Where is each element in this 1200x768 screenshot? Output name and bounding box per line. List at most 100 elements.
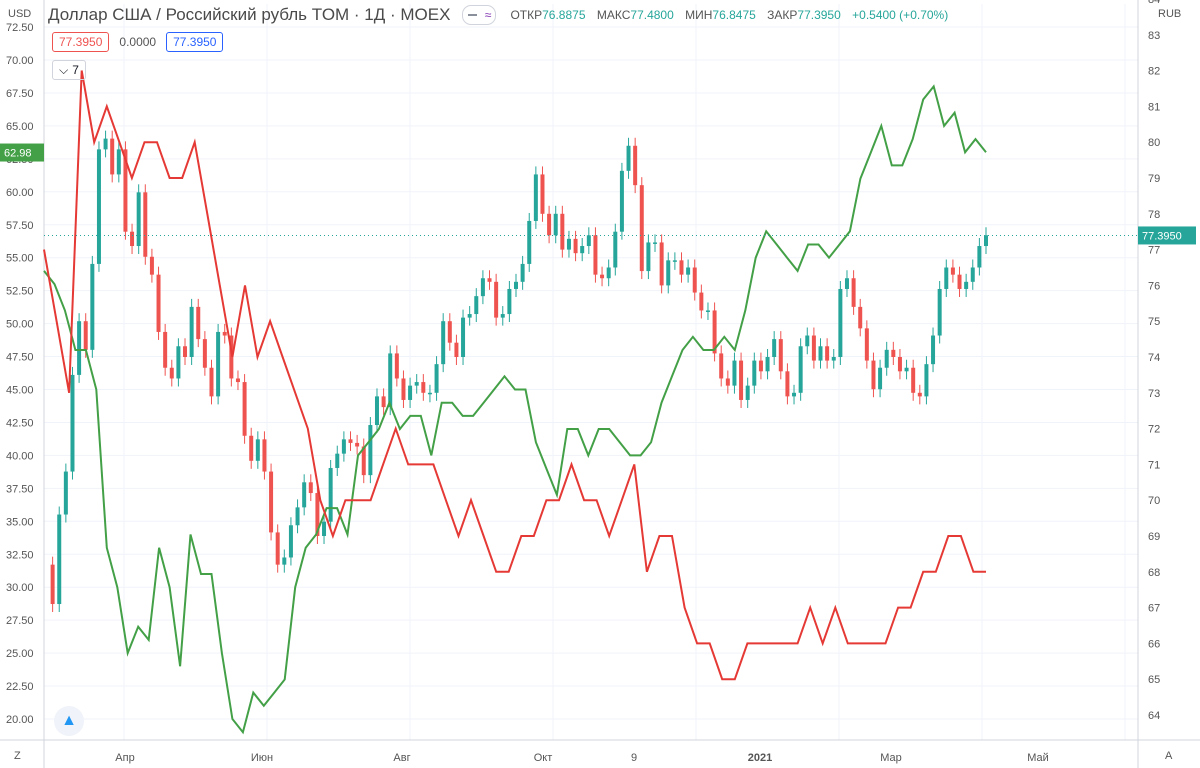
candle-body [792, 392, 797, 397]
left-tick-label: 65.00 [6, 121, 34, 133]
right-tick-label: 70 [1148, 495, 1160, 507]
candle-body [130, 231, 135, 247]
left-tick-label: 42.50 [6, 417, 34, 429]
time-tick-label: Апр [115, 752, 134, 764]
right-tick-label: 82 [1148, 66, 1160, 78]
candle-body [275, 532, 280, 565]
candle-body [957, 274, 962, 289]
open-label: ОТКР [510, 8, 543, 22]
candle-body [83, 321, 88, 350]
candle-body [653, 242, 658, 244]
candle-body [249, 435, 254, 461]
last-value-tag: 77.3950 [1142, 230, 1182, 242]
left-tick-label: 40.00 [6, 450, 34, 462]
candle-body [745, 385, 750, 400]
candle-body [467, 314, 472, 318]
candle-body [566, 238, 571, 250]
candle-body [222, 331, 227, 336]
candle-body [950, 267, 955, 275]
zoom-toggle[interactable]: Z [14, 750, 21, 762]
value-box-red[interactable]: 77.3950 [52, 32, 110, 52]
candle-body [752, 360, 757, 386]
candle-body [348, 439, 353, 443]
candle-body [977, 246, 982, 268]
candle-body [626, 145, 631, 171]
candle-body [216, 331, 221, 397]
candle-body [937, 288, 942, 336]
candle-body [196, 306, 201, 340]
candle-body [772, 339, 777, 357]
high-value: 77.4800 [630, 8, 674, 22]
candle-body [931, 335, 936, 365]
right-tick-label: 78 [1148, 209, 1160, 221]
candle-body [322, 521, 327, 536]
grid [44, 4, 1138, 740]
candle-body [447, 321, 452, 343]
chart-header: Доллар США / Российский рубль TOM · 1Д ·… [48, 4, 956, 26]
candle-body [719, 353, 724, 379]
candle-body [421, 382, 426, 393]
open-value: 76.8875 [542, 8, 586, 22]
candle-body [805, 335, 810, 347]
candles [50, 130, 988, 613]
candle-body [818, 346, 823, 361]
left-tick-label: 52.50 [6, 286, 34, 298]
candle-body [500, 314, 505, 318]
right-tick-label: 76 [1148, 280, 1160, 292]
candle-body [189, 306, 194, 357]
candle-body [414, 382, 419, 386]
candle-body [110, 138, 115, 175]
candle-body [77, 321, 82, 375]
candle-body [891, 349, 896, 357]
candle-body [507, 288, 512, 315]
candle-body [143, 192, 148, 257]
time-tick-label: Мар [880, 752, 902, 764]
candle-body [884, 349, 889, 368]
candle-body [580, 246, 585, 254]
left-tick-label: 45.00 [6, 385, 34, 397]
symbol-title[interactable]: Доллар США / Российский рубль TOM · 1Д ·… [48, 5, 451, 24]
candle-body [712, 310, 717, 354]
candle-body [209, 367, 214, 397]
candle-body [924, 364, 929, 397]
candle-body [897, 357, 902, 372]
last-value-tag: 62.98 [4, 148, 32, 160]
candle-body [659, 242, 664, 286]
value-zero: 0.0000 [119, 35, 157, 49]
right-tick-label: 68 [1148, 567, 1160, 579]
candle-body [57, 514, 62, 605]
candle-body [679, 260, 684, 275]
candle-body [487, 278, 492, 282]
candle-body [374, 396, 379, 426]
candle-body [970, 267, 975, 282]
candle-body [401, 378, 406, 400]
left-tick-label: 57.50 [6, 220, 34, 232]
candle-body [765, 357, 770, 372]
indicator-values: 77.3950 0.0000 77.3950 [52, 32, 224, 52]
value-box-blue[interactable]: 77.3950 [166, 32, 224, 52]
candle-body [911, 367, 916, 393]
left-axis-unit[interactable]: USD [8, 8, 32, 20]
candle-body [732, 360, 737, 386]
candle-body [831, 357, 836, 361]
candle-body [368, 425, 373, 476]
time-tick-label: 9 [631, 752, 637, 764]
candle-body [70, 374, 75, 472]
candle-body [613, 231, 618, 268]
tradingview-logo-icon[interactable]: ▲ [54, 706, 84, 736]
candle-body [520, 263, 525, 282]
right-tick-label: 81 [1148, 101, 1160, 113]
collapse-indicators-button[interactable]: ⌵ 7 [52, 60, 86, 80]
right-tick-label: 79 [1148, 173, 1160, 185]
candle-body [242, 382, 247, 436]
candle-body [302, 482, 307, 508]
candle-body [600, 274, 605, 279]
compare-chip[interactable]: ≈ [462, 5, 497, 25]
candle-body [540, 174, 545, 214]
candle-body [355, 442, 360, 447]
candle-body [341, 439, 346, 454]
right-axis-unit[interactable]: RUB [1158, 8, 1182, 20]
auto-scale-toggle[interactable]: A [1165, 750, 1173, 762]
candle-body [593, 235, 598, 275]
